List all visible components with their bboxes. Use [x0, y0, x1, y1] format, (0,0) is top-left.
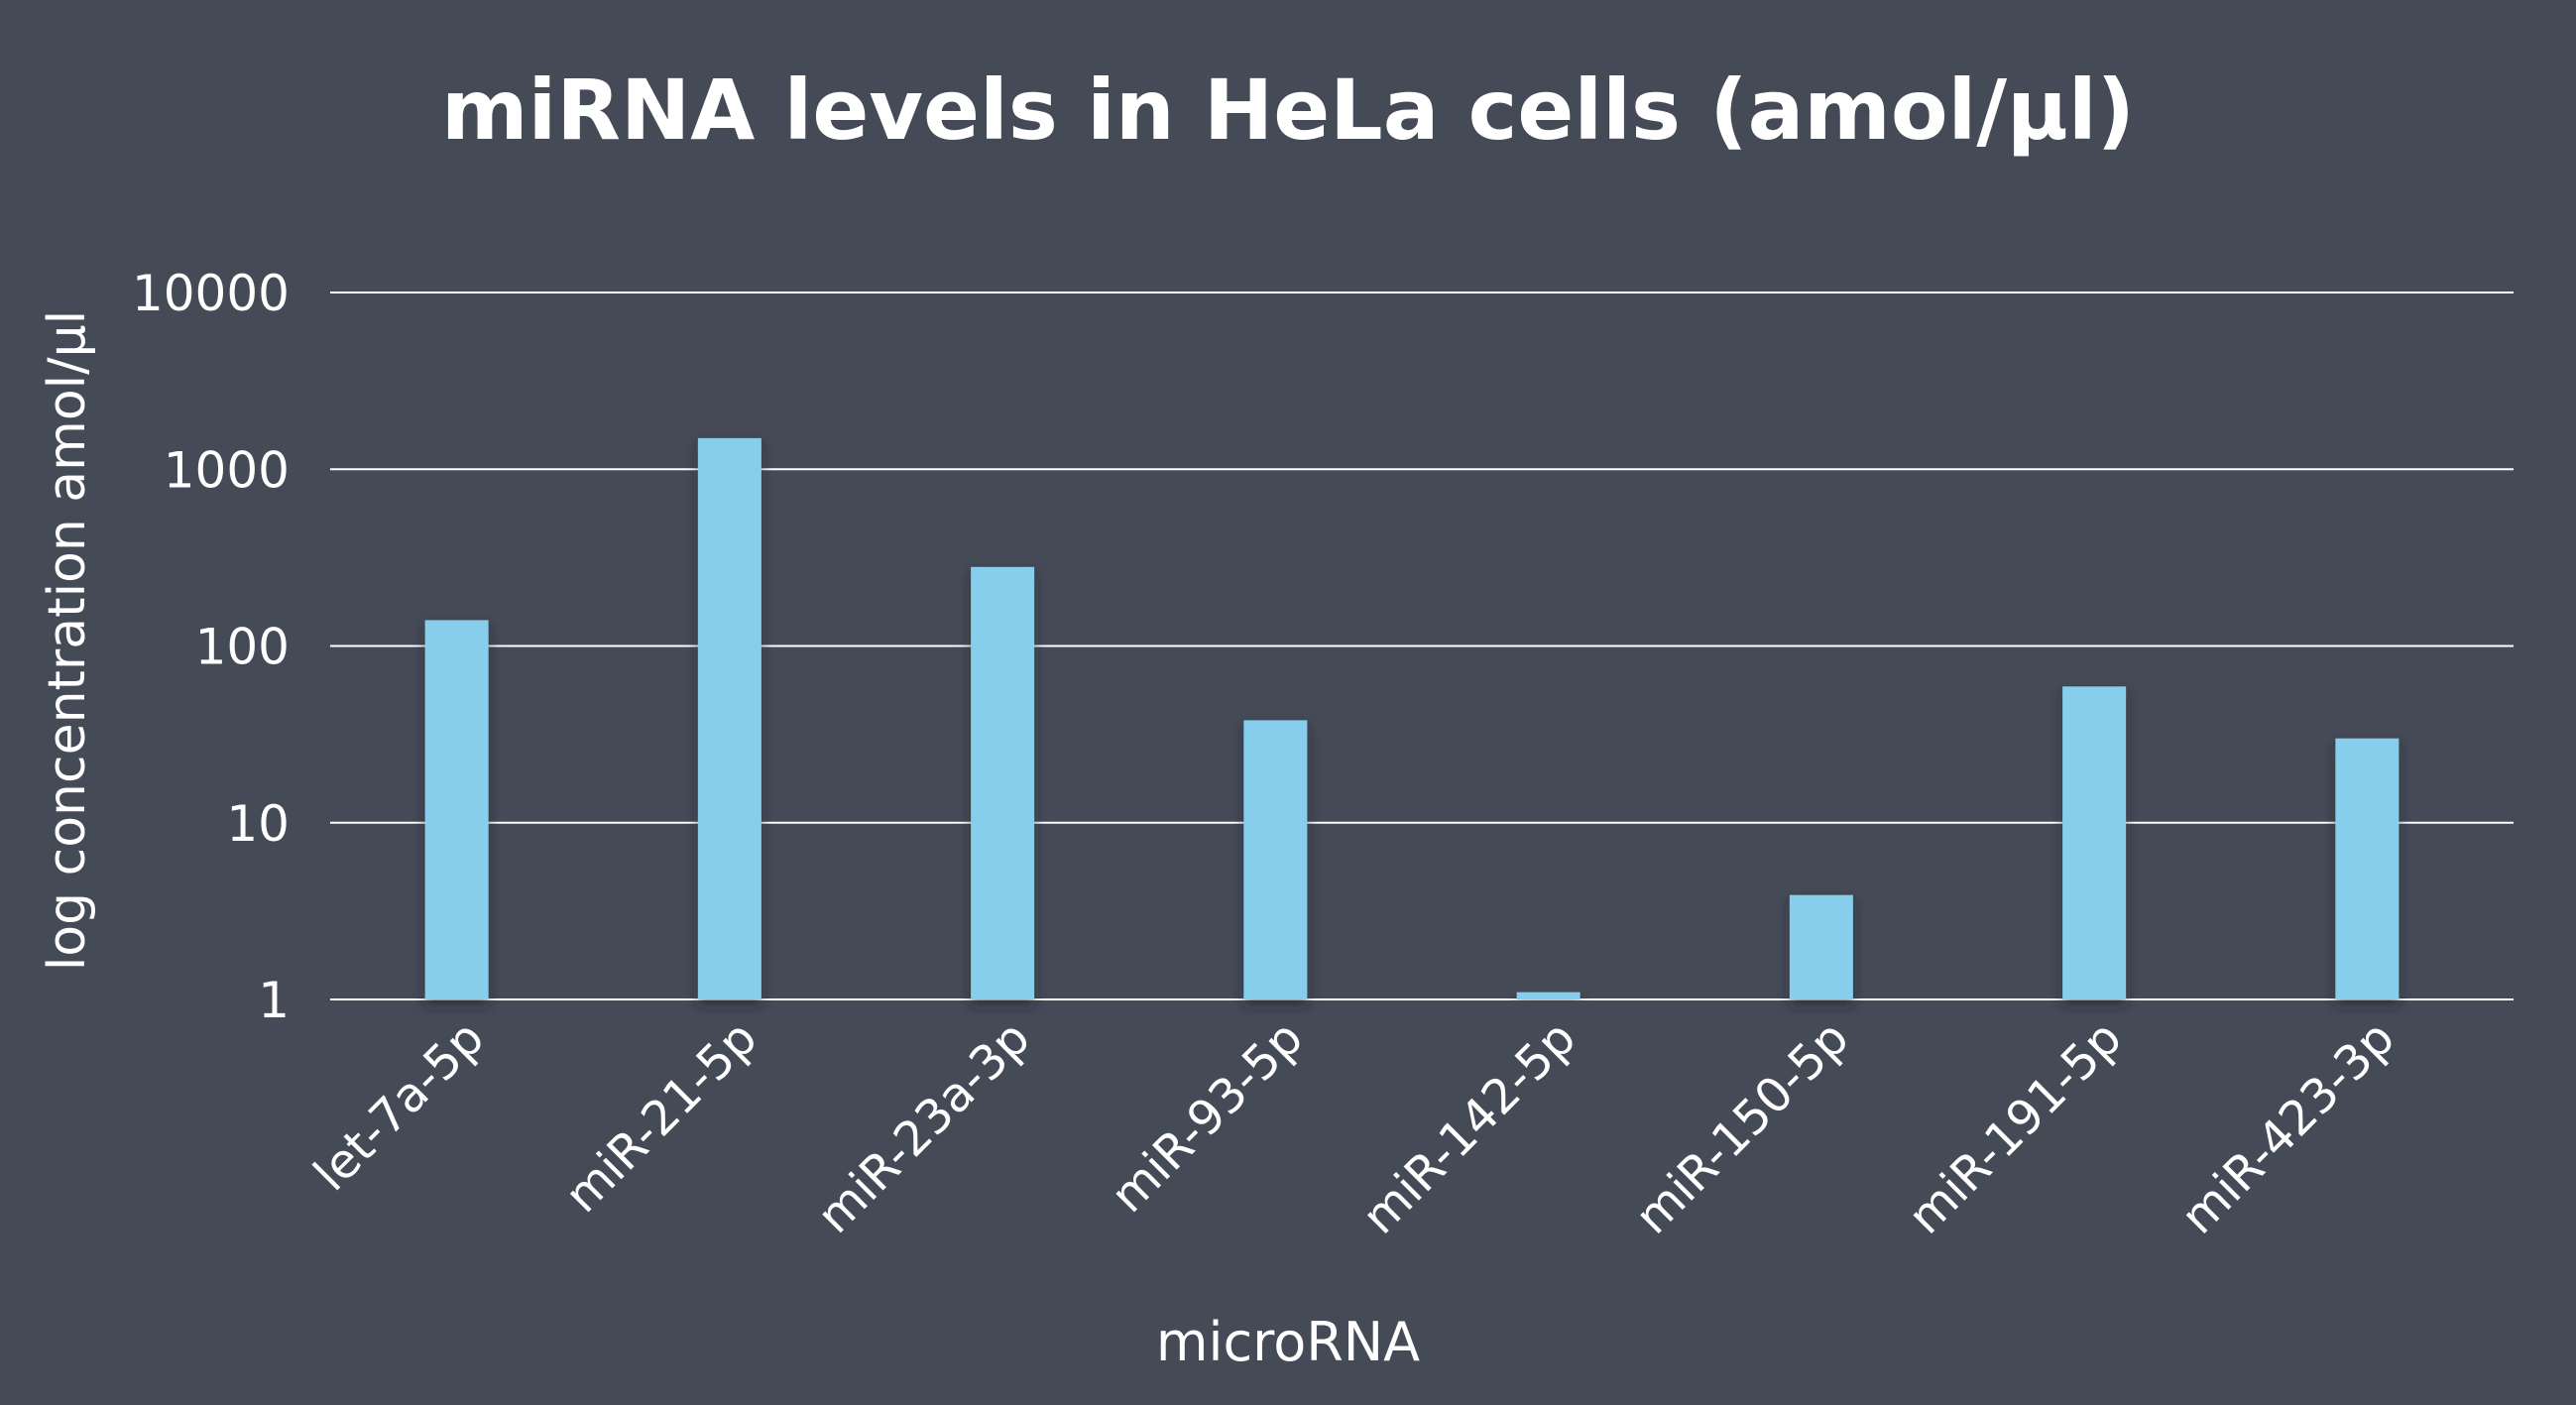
bar-miR-142-5p — [1516, 992, 1581, 999]
x-tick-label: miR-142-5p — [1351, 1010, 1586, 1245]
x-tick-label: miR-21-5p — [554, 1010, 767, 1224]
y-tick-label: 1 — [258, 972, 290, 1029]
bar-miR-423-3p — [2335, 738, 2400, 999]
x-axis-label: microRNA — [1156, 1311, 1420, 1373]
x-tick-label: miR-423-3p — [2170, 1010, 2405, 1245]
bar-miR-93-5p — [1243, 720, 1308, 999]
gridlines — [330, 292, 2514, 1000]
bars — [424, 437, 2400, 1000]
x-tick-label: miR-23a-3p — [807, 1010, 1041, 1244]
y-axis-ticks: 10000 1000 100 10 1 — [132, 265, 290, 1029]
y-tick-label: 10000 — [132, 265, 290, 322]
bar-miR-191-5p — [2062, 686, 2127, 999]
x-tick-label: miR-93-5p — [1101, 1010, 1314, 1224]
x-tick-label: miR-150-5p — [1625, 1010, 1860, 1245]
y-tick-label: 1000 — [164, 441, 290, 499]
y-axis-label: log concentration amol/µl — [38, 310, 97, 971]
bar-miR-21-5p — [697, 437, 761, 1000]
x-tick-label: let-7a-5p — [303, 1010, 495, 1202]
bar-let-7a-5p — [424, 620, 489, 999]
x-axis-ticks: let-7a-5p miR-21-5p miR-23a-3p miR-93-5p miR… — [303, 1010, 2405, 1245]
y-tick-label: 100 — [195, 619, 290, 676]
bar-miR-23a-3p — [971, 566, 1035, 999]
y-tick-label: 10 — [226, 795, 290, 853]
bar-miR-150-5p — [1789, 894, 1853, 999]
chart-title: miRNA levels in HeLa cells (amol/µl) — [441, 61, 2135, 159]
x-tick-label: miR-191-5p — [1898, 1010, 2133, 1245]
